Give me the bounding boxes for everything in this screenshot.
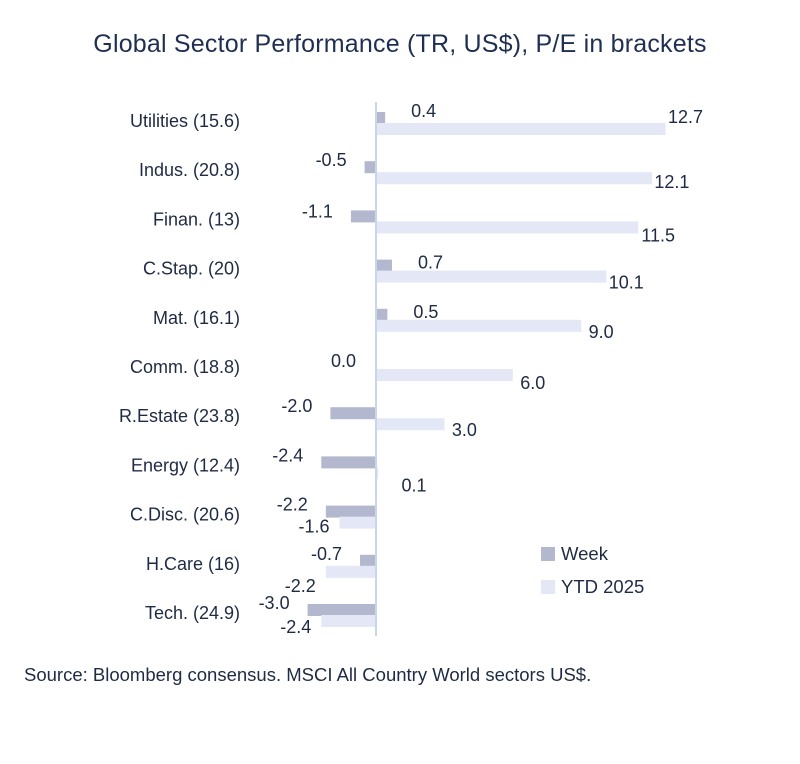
legend-swatch-week [541, 547, 555, 561]
week-value-label-comm-18-8: 0.0 [331, 351, 356, 371]
ytd-value-label-utilities-15-6: 12.7 [668, 107, 703, 127]
source-note: Source: Bloomberg consensus. MSCI All Co… [24, 664, 592, 685]
ytd-value-label-r-estate-23-8: 3.0 [452, 420, 477, 440]
week-value-label-tech-24-9: -3.0 [259, 593, 290, 613]
week-bar-c-disc-20-6 [325, 505, 376, 518]
week-bar-utilities-15-6 [376, 112, 386, 124]
legend-label-ytd-2025: YTD 2025 [561, 576, 644, 597]
week-bars [307, 112, 392, 616]
week-bar-finan-13 [350, 210, 376, 223]
ytd-bar-tech-24-9 [321, 615, 376, 627]
ytd-bar-utilities-15-6 [376, 123, 666, 135]
category-label-c-stap-20: C.Stap. (20) [143, 259, 240, 279]
ytd-bar-c-disc-20-6 [339, 516, 376, 529]
legend-label-week: Week [561, 543, 609, 564]
week-value-label-h-care-16: -0.7 [311, 544, 342, 564]
ytd-bar-c-stap-20 [376, 270, 607, 283]
ytd-bar-r-estate-23-8 [376, 418, 445, 431]
ytd-value-label-mat-16-1: 9.0 [589, 322, 614, 342]
category-label-h-care-16: H.Care (16) [146, 554, 240, 574]
ytd-value-label-energy-12-4: 0.1 [401, 475, 426, 495]
value-labels: 0.4 12.7 -0.5 12.1 -1.1 11.5 0.7 10.1 0.5 9.0 0.0 6… [259, 101, 704, 637]
week-value-label-r-estate-23-8: -2.0 [281, 396, 312, 416]
ytd-bar-energy-12-4 [376, 467, 379, 480]
category-label-indus-20-8: Indus. (20.8) [139, 160, 240, 180]
ytd-value-label-comm-18-8: 6.0 [520, 373, 545, 393]
week-value-label-energy-12-4: -2.4 [272, 445, 303, 465]
legend-swatch-ytd-2025 [541, 580, 555, 594]
category-label-tech-24-9: Tech. (24.9) [145, 603, 240, 623]
ytd-value-label-c-disc-20-6: -1.6 [298, 517, 329, 537]
ytd-value-label-finan-13: 11.5 [641, 225, 675, 245]
week-bar-mat-16-1 [376, 308, 388, 321]
week-value-label-finan-13: -1.1 [302, 201, 333, 221]
week-bar-r-estate-23-8 [330, 407, 376, 420]
ytd-bar-indus-20-8 [376, 172, 652, 185]
ytd-value-label-h-care-16: -2.2 [285, 576, 316, 596]
category-label-energy-12-4: Energy (12.4) [131, 455, 240, 475]
week-value-label-utilities-15-6: 0.4 [411, 101, 436, 121]
category-label-comm-18-8: Comm. (18.8) [130, 357, 240, 377]
category-label-finan-13: Finan. (13) [153, 209, 240, 229]
ytd-bar-comm-18-8 [376, 369, 513, 381]
ytd-bar-finan-13 [376, 221, 639, 234]
bar-chart: Utilities (15.6) Indus. (20.8) Finan. (13)… [119, 101, 704, 637]
category-label-mat-16-1: Mat. (16.1) [153, 308, 240, 328]
week-value-label-c-stap-20: 0.7 [418, 253, 443, 273]
week-value-label-indus-20-8: -0.5 [316, 150, 347, 170]
ytd-bar-mat-16-1 [376, 319, 582, 332]
week-value-label-mat-16-1: 0.5 [413, 302, 438, 322]
ytd-bars [321, 123, 666, 627]
category-label-utilities-15-6: Utilities (15.6) [130, 111, 240, 131]
chart-title: Global Sector Performance (TR, US$), P/E… [93, 30, 707, 58]
ytd-value-label-c-stap-20: 10.1 [609, 273, 644, 293]
week-bar-energy-12-4 [321, 456, 376, 469]
category-label-r-estate-23-8: R.Estate (23.8) [119, 406, 240, 426]
legend: Week YTD 2025 [541, 543, 644, 597]
week-bar-c-stap-20 [376, 259, 392, 272]
week-bar-indus-20-8 [364, 161, 376, 174]
week-value-label-c-disc-20-6: -2.2 [277, 495, 308, 515]
week-bar-h-care-16 [360, 554, 376, 567]
week-bar-tech-24-9 [307, 604, 376, 616]
ytd-value-label-indus-20-8: 12.1 [654, 172, 689, 192]
ytd-bar-h-care-16 [325, 565, 376, 578]
category-labels: Utilities (15.6) Indus. (20.8) Finan. (13)… [119, 111, 240, 623]
ytd-value-label-tech-24-9: -2.4 [280, 617, 311, 637]
category-label-c-disc-20-6: C.Disc. (20.6) [130, 505, 240, 525]
